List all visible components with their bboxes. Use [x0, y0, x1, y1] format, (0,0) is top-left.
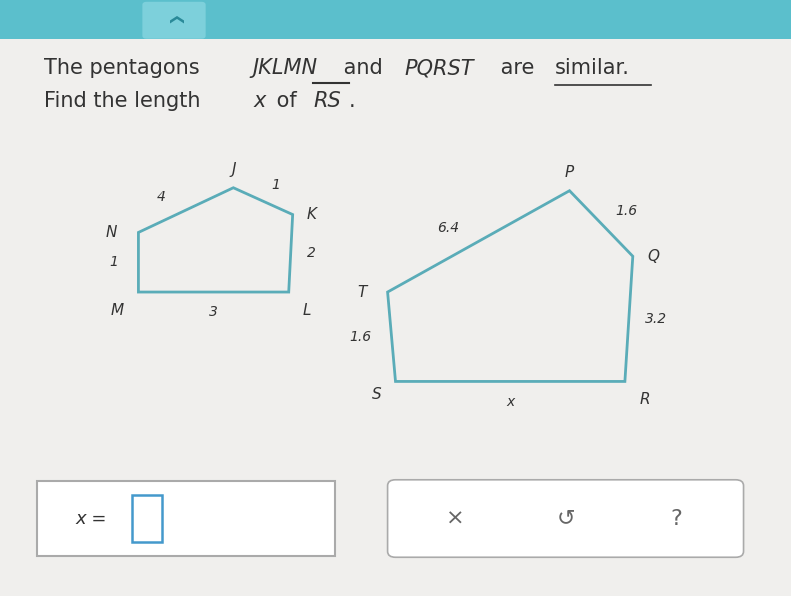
- Bar: [0, 0, 791, 39]
- FancyBboxPatch shape: [142, 2, 206, 39]
- Text: Find the length: Find the length: [44, 91, 206, 111]
- Text: N: N: [106, 225, 117, 240]
- Text: x: x: [506, 395, 514, 408]
- Text: .: .: [349, 91, 355, 111]
- Text: 3: 3: [209, 305, 218, 319]
- Text: ?: ?: [671, 508, 682, 529]
- Text: ×: ×: [445, 508, 464, 529]
- FancyBboxPatch shape: [132, 495, 162, 542]
- Text: ↺: ↺: [556, 508, 575, 529]
- Text: 3.2: 3.2: [645, 312, 667, 326]
- Text: are: are: [494, 58, 541, 79]
- Text: 6.4: 6.4: [437, 222, 459, 235]
- Text: RS: RS: [313, 91, 341, 111]
- Text: M: M: [111, 303, 124, 318]
- Text: PQRST: PQRST: [404, 58, 474, 79]
- Text: 1: 1: [271, 178, 280, 192]
- Text: J: J: [231, 162, 236, 177]
- Text: x =: x =: [75, 510, 112, 527]
- Text: 2: 2: [307, 246, 316, 260]
- Text: of: of: [270, 91, 303, 111]
- Text: 1: 1: [110, 255, 119, 269]
- Text: and: and: [337, 58, 389, 79]
- Text: 1.6: 1.6: [350, 330, 372, 344]
- Text: K: K: [307, 207, 317, 222]
- Text: T: T: [357, 284, 366, 300]
- Text: ❮: ❮: [167, 14, 181, 26]
- Text: x: x: [254, 91, 267, 111]
- FancyBboxPatch shape: [37, 481, 335, 556]
- Text: 4: 4: [157, 190, 166, 204]
- Text: R: R: [639, 392, 649, 407]
- Text: The pentagons: The pentagons: [44, 58, 206, 79]
- FancyBboxPatch shape: [388, 480, 744, 557]
- Text: Q: Q: [647, 249, 659, 264]
- Text: S: S: [372, 387, 381, 402]
- Text: L: L: [303, 303, 312, 318]
- Text: 1.6: 1.6: [615, 204, 638, 218]
- Text: similar.: similar.: [554, 58, 630, 79]
- Text: JKLMN: JKLMN: [253, 58, 318, 79]
- Text: P: P: [565, 165, 574, 180]
